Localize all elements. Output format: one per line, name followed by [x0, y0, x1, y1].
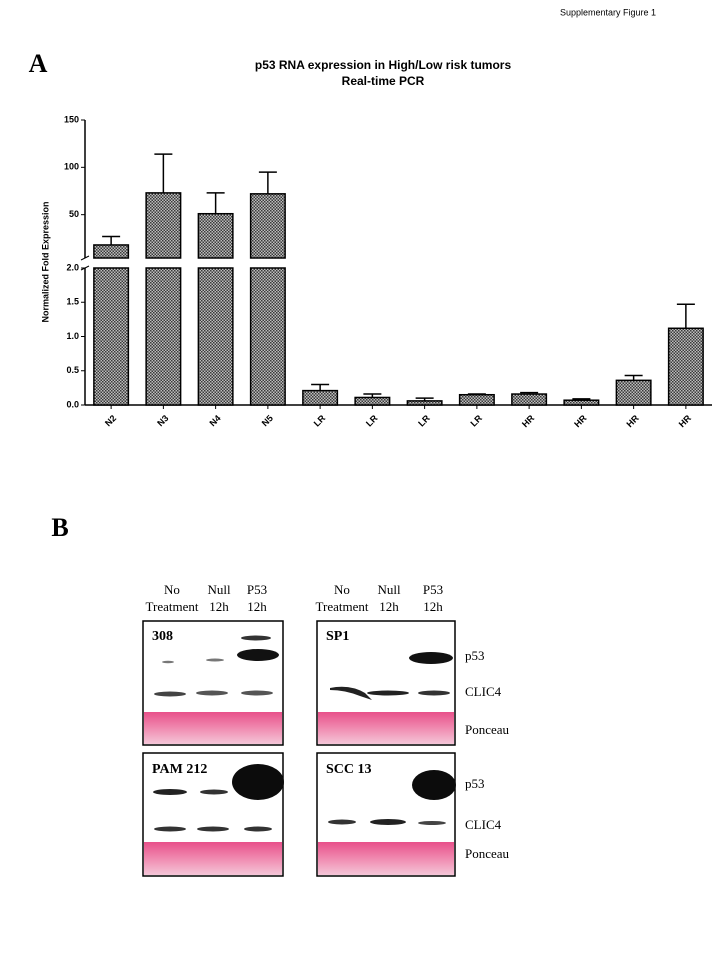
bar: [93, 244, 130, 259]
chart-title: p53 RNA expression in High/Low risk tumo…: [255, 58, 512, 72]
bar: [406, 400, 443, 406]
bar: [249, 267, 286, 406]
y-tick-label: 100: [64, 162, 79, 172]
x-tick-label: HR: [677, 413, 694, 430]
blot-images: [142, 620, 456, 877]
panel-label: A: [29, 49, 48, 78]
x-tick-label: HR: [520, 413, 537, 430]
bar: [197, 267, 234, 406]
chart-subtitle: Real-time PCR: [342, 74, 425, 88]
column-header: Treatment: [146, 599, 199, 614]
y-tick-label: 0.5: [66, 365, 79, 375]
x-tick-label: LR: [364, 413, 380, 429]
column-header: No: [334, 582, 350, 597]
bar: [354, 396, 391, 406]
y-tick-label: 0.0: [66, 399, 79, 409]
blot-panel-name: SP1: [326, 629, 349, 644]
bar: [563, 399, 600, 406]
row-label: CLIC4: [465, 684, 502, 699]
column-header: 12h: [423, 599, 443, 614]
row-label: CLIC4: [465, 817, 502, 832]
y-tick-label: 1.0: [66, 331, 79, 341]
panel-label: B: [51, 513, 68, 542]
blot-panel-name: PAM 212: [152, 762, 207, 777]
blot-panel-name: 308: [152, 629, 173, 644]
x-tick-label: HR: [624, 413, 641, 430]
bar: [145, 192, 182, 259]
blot-panel-name: SCC 13: [326, 762, 372, 777]
column-header: No: [164, 582, 180, 597]
column-header: 12h: [379, 599, 399, 614]
bar: [249, 193, 286, 259]
column-header: P53: [247, 582, 267, 597]
bar: [615, 379, 652, 406]
x-tick-label: HR: [572, 413, 589, 430]
row-label: Ponceau: [465, 722, 510, 737]
row-label: p53: [465, 648, 485, 663]
bar: [93, 267, 130, 406]
x-tick-label: LR: [468, 413, 484, 429]
column-header: Null: [207, 582, 231, 597]
y-axis-label: Normalized Fold Expression: [40, 201, 50, 322]
y-tick-label: 50: [69, 209, 79, 219]
column-header: Treatment: [316, 599, 369, 614]
column-header: P53: [423, 582, 443, 597]
row-label: p53: [465, 776, 485, 791]
y-tick-label: 1.5: [66, 297, 79, 307]
axis-break: [80, 255, 90, 261]
x-tick-label: N5: [260, 413, 275, 428]
x-tick-label: N3: [155, 413, 170, 428]
column-header: 12h: [209, 599, 229, 614]
row-label: Ponceau: [465, 846, 510, 861]
page-header: Supplementary Figure 1: [560, 7, 656, 17]
x-tick-label: LR: [416, 413, 432, 429]
bar: [197, 212, 234, 259]
bar: [458, 393, 495, 406]
y-tick-label: 2.0: [66, 262, 79, 272]
y-tick-label: 150: [64, 114, 79, 124]
x-tick-label: N2: [103, 413, 118, 428]
bar: [302, 389, 339, 406]
bar: [511, 393, 548, 406]
column-header: Null: [377, 582, 401, 597]
bar: [145, 267, 182, 406]
column-header: 12h: [247, 599, 267, 614]
x-tick-label: LR: [312, 413, 328, 429]
bar: [667, 327, 704, 406]
x-tick-label: N4: [208, 413, 223, 428]
